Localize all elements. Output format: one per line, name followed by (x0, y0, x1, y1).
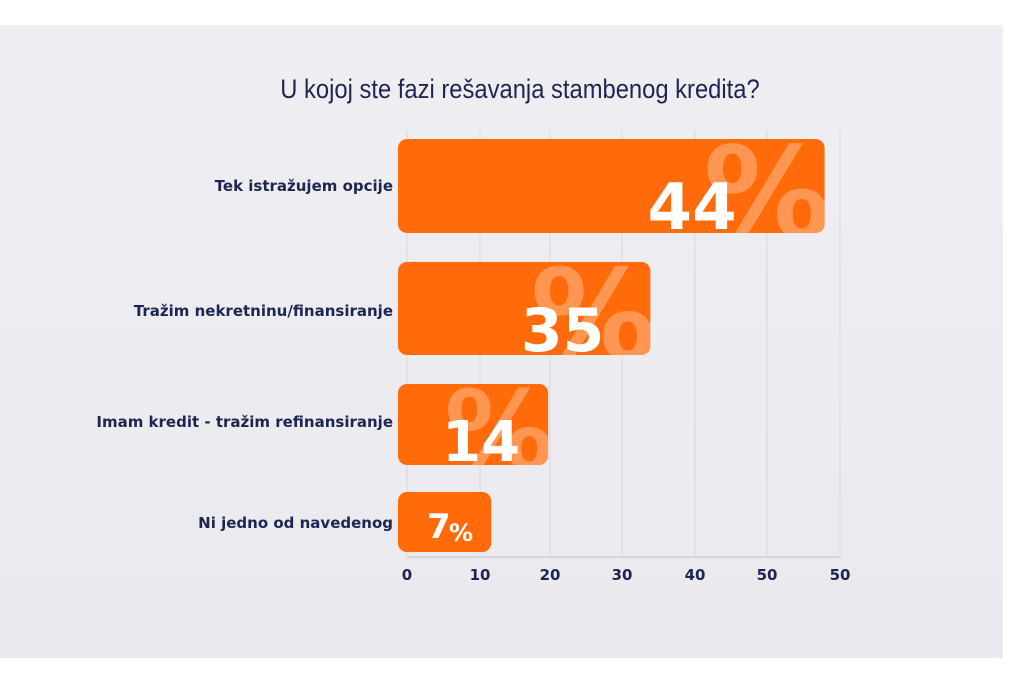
x-tick-label: 10 (470, 566, 491, 584)
chart-title: U kojoj ste fazi rešavanja stambenog kre… (280, 74, 760, 104)
x-tick-label: 0 (402, 566, 412, 584)
bar (398, 139, 825, 233)
x-tick-label: 30 (612, 566, 633, 584)
value-percent-sign: % (449, 519, 473, 547)
category-label: Tek istražujem opcije (215, 177, 393, 195)
x-tick-label: 20 (540, 566, 561, 584)
value-percent-sign: % (703, 119, 830, 267)
bar (398, 384, 549, 465)
value-label: 14 (442, 410, 520, 475)
x-tick-label: 50 (757, 566, 778, 584)
x-tick-label: 50 (830, 566, 851, 584)
value-percent-sign: % (531, 242, 657, 389)
category-label: Imam kredit - tražim refinansiranje (96, 413, 393, 431)
bar (398, 262, 651, 355)
x-tick-label: 40 (685, 566, 706, 584)
value-label: 44 (648, 171, 737, 245)
value-label: 35 (521, 296, 605, 366)
category-label: Ni jedno od navedenog (198, 514, 393, 532)
value-label: 7 (427, 507, 451, 547)
bar (398, 492, 492, 552)
category-label: Tražim nekretninu/finansiranje (134, 302, 393, 320)
value-percent-sign: % (445, 367, 555, 495)
